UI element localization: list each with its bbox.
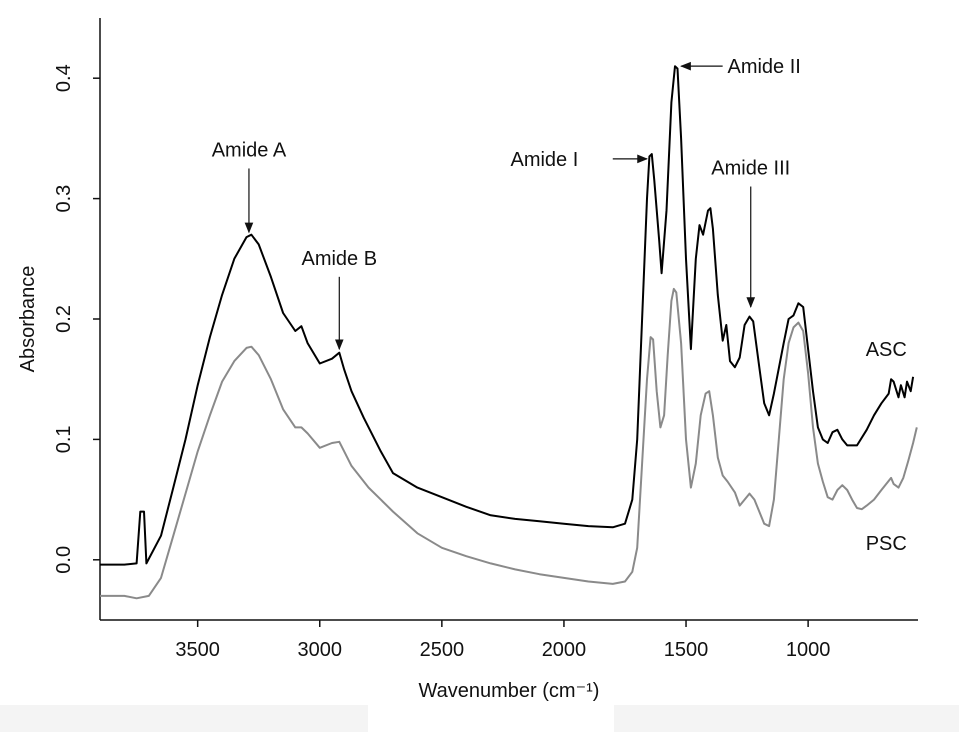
amide-i-label: Amide I [510, 149, 578, 171]
plot-annotations: Amide A Amide B Amide I Amide II Amide III AS… [212, 56, 907, 555]
series-line-psc [100, 287, 918, 600]
x-tick-label: 3500 [175, 639, 220, 661]
bottom-frame-gap-left [0, 705, 368, 732]
series-label-asc: ASC [866, 339, 907, 361]
x-tick-label: 1000 [786, 639, 831, 661]
y-axis-title: Absorbance [17, 266, 39, 373]
x-axis-title: Wavenumber (cm⁻¹) [419, 680, 600, 702]
amide-b-label: Amide B [301, 248, 377, 270]
x-tick-label: 3000 [298, 639, 343, 661]
plot-series [100, 65, 918, 600]
plot-axes: 3500 3000 2500 2000 1500 1000 0.0 0.1 0.2 0.3 0.4 [53, 18, 918, 661]
y-tick-label: 0.4 [53, 64, 75, 92]
series-line-asc [100, 65, 915, 566]
series-label-psc: PSC [866, 533, 907, 555]
amide-ii-label: Amide II [727, 56, 800, 78]
x-tick-label: 1500 [664, 639, 709, 661]
y-tick-label: 0.0 [53, 546, 75, 574]
amide-iii-label: Amide III [711, 158, 790, 180]
y-tick-label: 0.1 [53, 425, 75, 453]
x-tick-label: 2500 [420, 639, 465, 661]
y-tick-label: 0.3 [53, 185, 75, 213]
y-tick-label: 0.2 [53, 305, 75, 333]
amide-a-label: Amide A [212, 139, 287, 161]
bottom-frame-gap-right [614, 705, 959, 732]
x-tick-label: 2000 [542, 639, 587, 661]
